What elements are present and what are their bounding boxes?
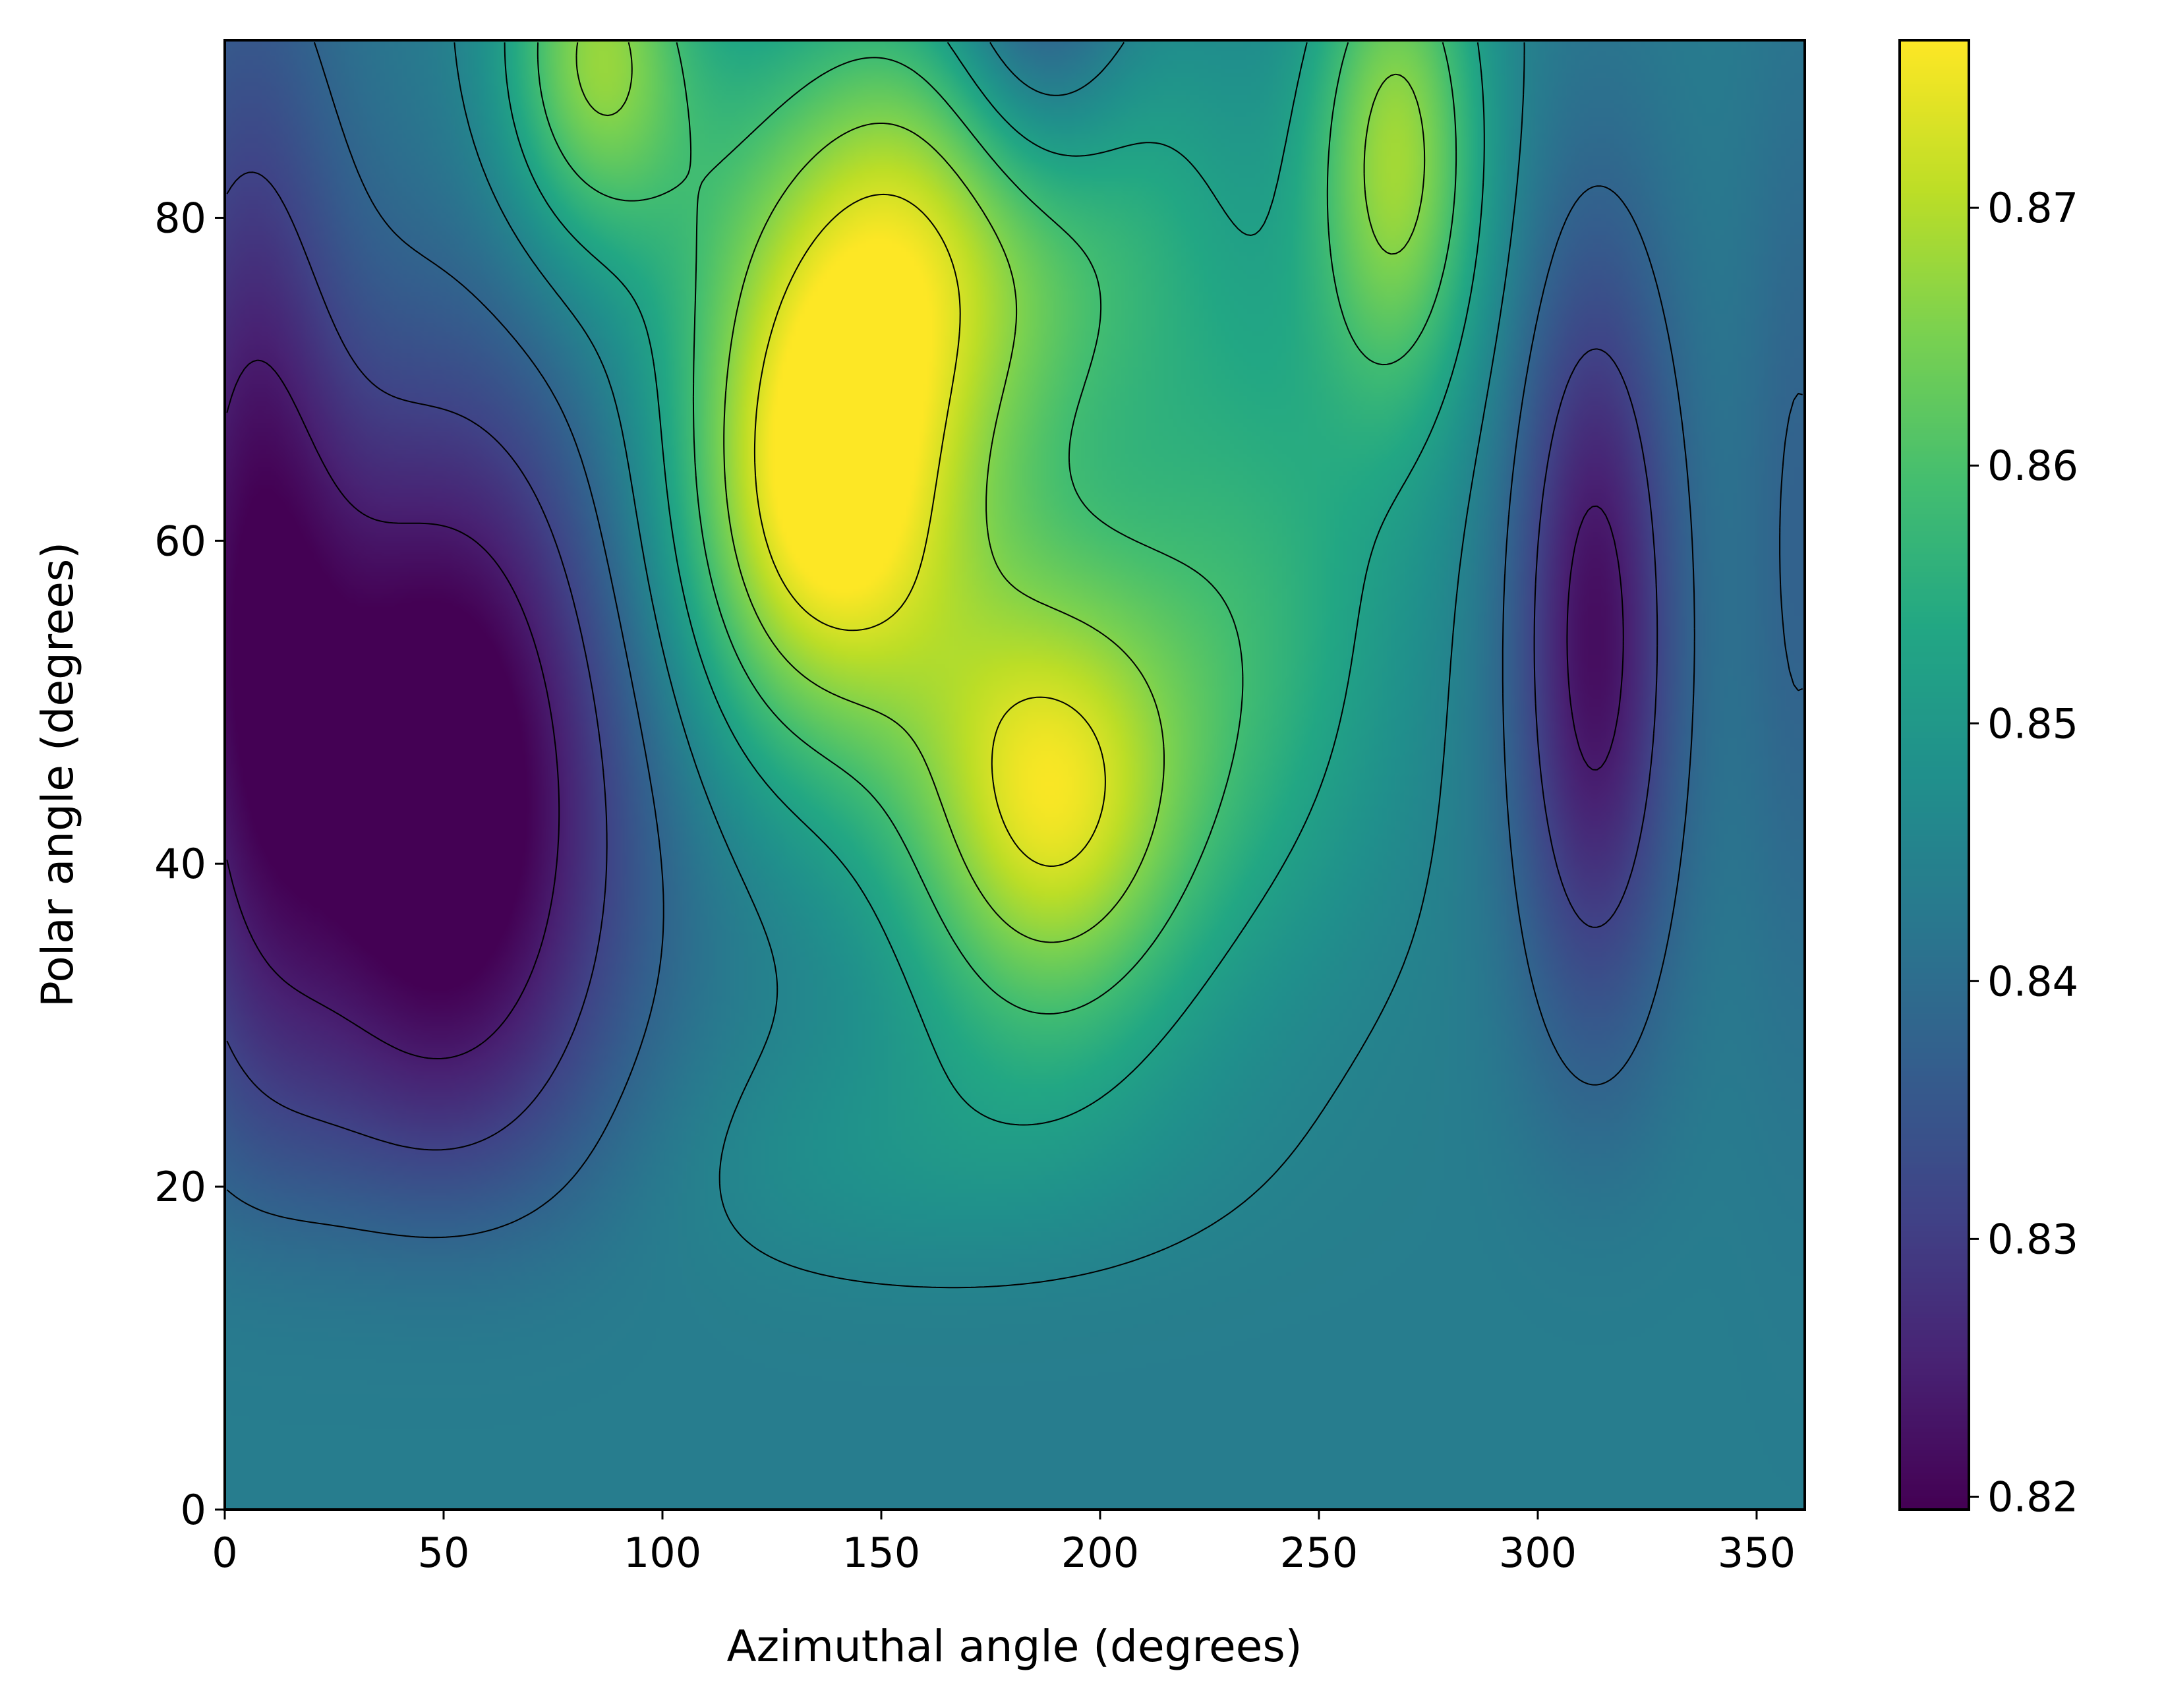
x-tick-label: 100 [624, 1529, 701, 1577]
x-tick-label: 50 [418, 1529, 470, 1577]
colorbar-gradient [1900, 40, 1969, 1510]
colorbar-tick-label: 0.84 [1987, 957, 2078, 1005]
y-tick-label: 80 [154, 194, 206, 242]
colorbar-ticks: 0.82 0.83 0.84 0.85 0.86 0.87 [1969, 184, 2078, 1521]
contour-line [504, 42, 1485, 1126]
y-tick-label: 0 [181, 1486, 206, 1534]
y-axis-ticks: 0 20 40 60 80 [154, 194, 225, 1534]
x-tick-label: 0 [212, 1529, 237, 1577]
contour-line [226, 171, 1658, 1151]
contour-line [575, 42, 1426, 943]
colorbar-tick-label: 0.85 [1987, 699, 2078, 748]
y-axis-label: Polar angle (degrees) [32, 542, 83, 1007]
colorbar-tick-label: 0.82 [1987, 1473, 2078, 1521]
y-tick-label: 40 [154, 840, 206, 888]
contour-line [753, 193, 1106, 867]
x-tick-label: 300 [1499, 1529, 1577, 1577]
x-tick-label: 200 [1061, 1529, 1139, 1577]
contour-lines [226, 42, 1803, 1289]
colorbar-tick-label: 0.86 [1987, 442, 2078, 490]
colorbar-tick-label: 0.83 [1987, 1215, 2078, 1263]
x-tick-label: 350 [1718, 1529, 1796, 1577]
plot-frame [223, 39, 1806, 1511]
x-tick-label: 250 [1280, 1529, 1358, 1577]
colorbar-tick-label: 0.87 [1987, 184, 2078, 232]
contour-line [537, 42, 1457, 1015]
y-tick-label: 20 [154, 1163, 206, 1211]
contour-line [226, 42, 1803, 1239]
colorbar-frame [1898, 39, 1970, 1511]
contour-line [453, 42, 1525, 1289]
x-tick-label: 150 [842, 1529, 920, 1577]
contour-line [226, 359, 1624, 1059]
x-axis-ticks: 0 50 100 150 200 250 300 350 [212, 1510, 1796, 1577]
x-axis-label: Azimuthal angle (degrees) [727, 1621, 1302, 1672]
y-tick-label: 60 [154, 517, 206, 565]
